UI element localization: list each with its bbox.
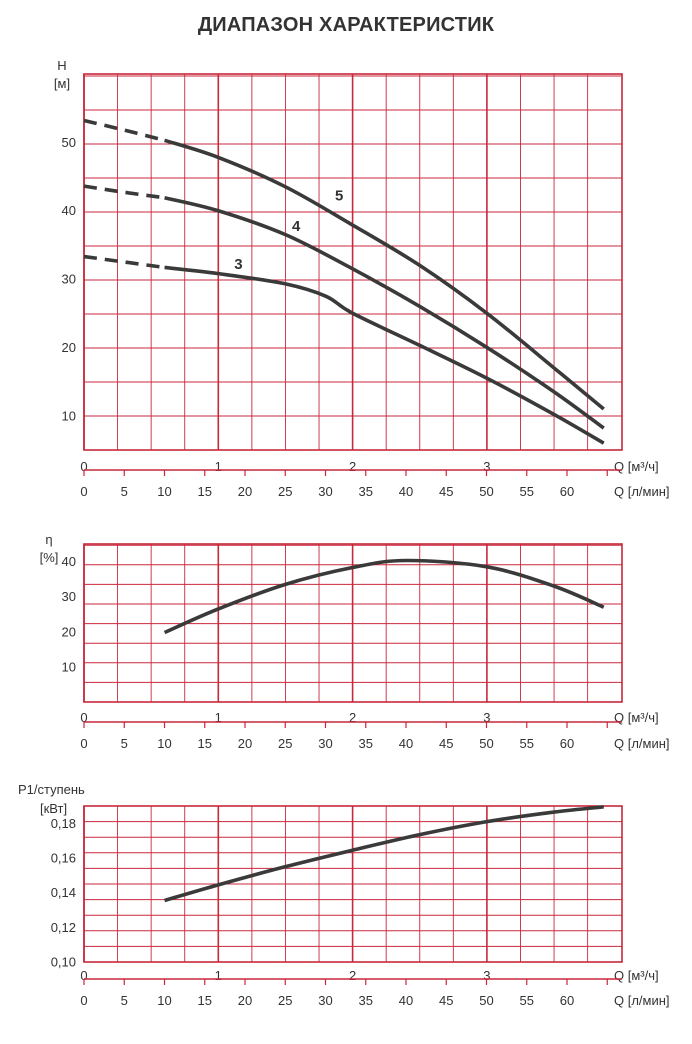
head-curve-3-dashed [83,254,165,270]
power-qlmin-tick-label: 20 [238,993,252,1008]
head-ytick-label: 20 [62,340,76,355]
efficiency-qm3h-tick-label: 3 [483,710,490,725]
power-qlmin-tick-label: 45 [439,993,453,1008]
efficiency-ylabel: η [45,532,52,547]
head-ytick-label: 40 [62,203,76,218]
efficiency-qlmin-label: Q [л/мин] [614,736,670,751]
page-title: ДИАПАЗОН ХАРАКТЕРИСТИК [197,14,495,36]
head-qlmin-tick-label: 40 [399,484,413,499]
power-qlmin-tick-label: 50 [479,993,493,1008]
power-qlmin-tick-label: 0 [80,993,87,1008]
head-qlmin-tick-label: 5 [121,484,128,499]
efficiency-ytick-label: 30 [62,589,76,604]
power-qlmin-tick-label: 60 [560,993,574,1008]
efficiency-qlmin-tick-label: 50 [479,736,493,751]
head-qlmin-tick-label: 45 [439,484,453,499]
power-ytick-label: 0,14 [51,885,76,900]
power-qm3h-tick-label: 0 [80,968,87,983]
head-qlmin-tick-label: 10 [157,484,171,499]
power-qlmin-label: Q [л/мин] [614,993,670,1008]
head-qm3h-tick-label: 2 [349,459,356,474]
efficiency-qm3h-label: Q [м³/ч] [614,710,659,725]
efficiency-frame [83,543,623,703]
efficiency-curve-η [163,558,605,635]
head-ylabel: H [57,58,66,73]
power-ytick-label: 0,18 [51,816,76,831]
head-qlmin-tick-label: 30 [318,484,332,499]
head-curve-5 [164,138,605,411]
power-ytick-label: 0,12 [51,920,76,935]
head-frame [83,73,623,451]
head-qlmin-label: Q [л/мин] [614,484,670,499]
head-ytick-label: 30 [62,272,76,287]
head-qm3h-tick-label: 0 [80,459,87,474]
power-frame [83,805,623,963]
power-qlmin-tick-label: 55 [520,993,534,1008]
efficiency-qlmin-tick-label: 40 [399,736,413,751]
power-qm3h-label: Q [м³/ч] [614,968,659,983]
power-qlmin-tick-label: 5 [121,993,128,1008]
power-qlmin-tick-label: 30 [318,993,332,1008]
head-ytick-label: 50 [62,135,76,150]
head-qlmin-tick-label: 55 [520,484,534,499]
power-qm3h-tick-label: 2 [349,968,356,983]
head-curve-3 [164,265,605,445]
head-yunit: [м] [54,76,70,91]
efficiency-qlmin-tick-label: 10 [157,736,171,751]
efficiency-qlmin-tick-label: 60 [560,736,574,751]
head-curve-5-dashed [83,118,166,143]
efficiency-qm3h-tick-label: 1 [215,710,222,725]
efficiency-qlmin-tick-label: 45 [439,736,453,751]
head-curve-4 [164,195,605,430]
head-qlmin-tick-label: 50 [479,484,493,499]
head-curve-4-dashed [83,184,165,200]
head-curve-label: 3 [234,256,242,273]
head-qm3h-tick-label: 3 [483,459,490,474]
power-qlmin-tick-label: 40 [399,993,413,1008]
head-curve-label: 5 [335,187,343,204]
efficiency-ytick-label: 20 [62,624,76,639]
efficiency-qm3h-tick-label: 2 [349,710,356,725]
efficiency-qlmin-tick-label: 5 [121,736,128,751]
head-qlmin-tick-label: 25 [278,484,292,499]
head-qlmin-tick-label: 0 [80,484,87,499]
head-qlmin-tick-label: 35 [359,484,373,499]
head-qlmin-tick-label: 20 [238,484,252,499]
power-qlmin-tick-label: 25 [278,993,292,1008]
power-qlmin-tick-label: 35 [359,993,373,1008]
power-yunit: [кВт] [40,801,67,816]
head-ytick-label: 10 [62,408,76,423]
efficiency-ytick-label: 40 [62,554,76,569]
efficiency-qlmin-tick-label: 15 [198,736,212,751]
head-qlmin-tick-label: 15 [198,484,212,499]
efficiency-qlmin-tick-label: 0 [80,736,87,751]
head-qlmin-tick-label: 60 [560,484,574,499]
efficiency-ytick-label: 10 [62,659,76,674]
power-ylabel: P1/ступень [18,782,85,797]
efficiency-qlmin-tick-label: 30 [318,736,332,751]
power-curve-P1 [164,805,604,903]
power-qm3h-tick-label: 1 [215,968,222,983]
power-qlmin-tick-label: 15 [198,993,212,1008]
power-qlmin-tick-label: 10 [157,993,171,1008]
head-qm3h-tick-label: 1 [215,459,222,474]
efficiency-yunit: [%] [40,550,59,565]
head-qm3h-label: Q [м³/ч] [614,459,659,474]
efficiency-qm3h-tick-label: 0 [80,710,87,725]
head-curve-label: 4 [292,218,301,235]
efficiency-qlmin-tick-label: 20 [238,736,252,751]
efficiency-qlmin-tick-label: 25 [278,736,292,751]
power-ytick-label: 0,10 [51,955,76,970]
power-qm3h-tick-label: 3 [483,968,490,983]
efficiency-qlmin-tick-label: 55 [520,736,534,751]
efficiency-qlmin-tick-label: 35 [359,736,373,751]
power-ytick-label: 0,16 [51,851,76,866]
